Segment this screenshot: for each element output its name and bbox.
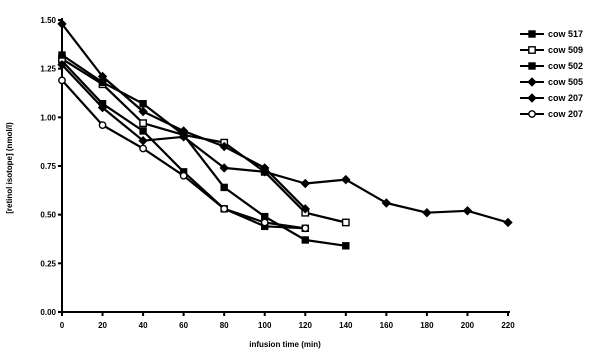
x-tick-label: 220 bbox=[501, 321, 515, 330]
legend-label: cow 517 bbox=[548, 29, 583, 39]
series-5 bbox=[57, 60, 513, 228]
data-point bbox=[219, 141, 229, 152]
data-point bbox=[341, 218, 350, 227]
x-tick-label: 160 bbox=[380, 321, 394, 330]
data-point bbox=[301, 224, 310, 233]
x-tick-label: 40 bbox=[139, 321, 148, 330]
legend-label: cow 207 bbox=[548, 109, 583, 119]
data-point bbox=[97, 102, 108, 113]
y-tick-label: 1.50 bbox=[40, 16, 56, 25]
series-line bbox=[61, 60, 306, 230]
y-tick-label: 0.00 bbox=[40, 308, 56, 317]
legend: cow 517 cow 509 cow 502 cow 505 cow 207 cow 2… bbox=[520, 29, 583, 119]
legend-item: cow 517 bbox=[520, 29, 583, 39]
legend-swatch-marker bbox=[527, 93, 537, 103]
y-tick-label: 1.25 bbox=[40, 65, 56, 74]
data-point bbox=[381, 198, 392, 208]
x-tick-label: 200 bbox=[461, 321, 475, 330]
data-point bbox=[138, 106, 148, 117]
x-tick-label: 20 bbox=[98, 321, 107, 330]
data-point bbox=[260, 218, 269, 227]
legend-item: cow 509 bbox=[520, 45, 583, 55]
legend-label: cow 207 bbox=[548, 93, 583, 103]
data-point bbox=[220, 183, 228, 192]
data-point bbox=[57, 19, 67, 29]
x-axis-title: infusion time (min) bbox=[249, 340, 321, 349]
x-tick-label: 60 bbox=[179, 321, 188, 330]
legend-label: cow 505 bbox=[548, 77, 583, 87]
x-tick-label: 120 bbox=[299, 321, 313, 330]
legend-swatch-marker bbox=[528, 110, 536, 118]
x-axis: 0 20 40 60 80 100 120 140 160 180 200 220 bbox=[60, 311, 515, 330]
y-tick-label: 1.00 bbox=[40, 113, 56, 122]
data-point bbox=[139, 119, 147, 128]
data-point bbox=[260, 167, 270, 177]
x-tick-label: 180 bbox=[420, 321, 434, 330]
series-line bbox=[61, 64, 509, 224]
data-point bbox=[139, 100, 147, 108]
data-point bbox=[58, 76, 66, 85]
legend-swatch-marker bbox=[528, 62, 536, 70]
data-point bbox=[341, 174, 351, 185]
x-tick-label: 0 bbox=[60, 321, 65, 330]
data-point bbox=[300, 204, 310, 214]
data-point bbox=[219, 163, 229, 173]
series-line bbox=[61, 23, 307, 210]
data-point bbox=[139, 144, 147, 153]
data-point bbox=[462, 206, 473, 216]
y-tick-label: 0.75 bbox=[40, 162, 56, 171]
legend-label: cow 509 bbox=[548, 45, 583, 55]
data-point bbox=[139, 127, 147, 135]
data-point bbox=[57, 60, 67, 70]
legend-item: cow 502 bbox=[520, 61, 583, 71]
legend-item: cow 207 bbox=[520, 109, 583, 119]
series-line bbox=[61, 54, 346, 247]
data-point bbox=[301, 236, 309, 244]
y-tick-label: 0.25 bbox=[40, 259, 56, 268]
data-point bbox=[179, 171, 188, 180]
data-point bbox=[342, 242, 350, 250]
x-tick-label: 100 bbox=[258, 321, 272, 330]
legend-item: cow 207 bbox=[520, 93, 583, 103]
data-point bbox=[422, 208, 432, 218]
data-point bbox=[98, 121, 107, 130]
data-point bbox=[97, 71, 108, 82]
x-tick-label: 80 bbox=[220, 321, 229, 330]
series-group bbox=[57, 19, 513, 250]
series-3 bbox=[58, 51, 350, 250]
data-point bbox=[178, 132, 189, 142]
series-6 bbox=[58, 76, 310, 233]
legend-swatch-marker bbox=[528, 30, 536, 38]
legend-item: cow 505 bbox=[520, 77, 583, 87]
data-point bbox=[300, 178, 310, 189]
legend-swatch-marker bbox=[528, 46, 536, 54]
data-point bbox=[58, 51, 66, 59]
series-1 bbox=[58, 57, 309, 232]
data-point bbox=[220, 204, 229, 213]
y-tick-label: 0.50 bbox=[40, 211, 56, 220]
x-tick-label: 140 bbox=[339, 321, 353, 330]
y-axis-title: [retinol isotope] (nmol/l) bbox=[5, 122, 14, 214]
legend-label: cow 502 bbox=[548, 61, 583, 71]
data-point bbox=[503, 217, 513, 228]
legend-swatch-marker bbox=[527, 77, 537, 87]
